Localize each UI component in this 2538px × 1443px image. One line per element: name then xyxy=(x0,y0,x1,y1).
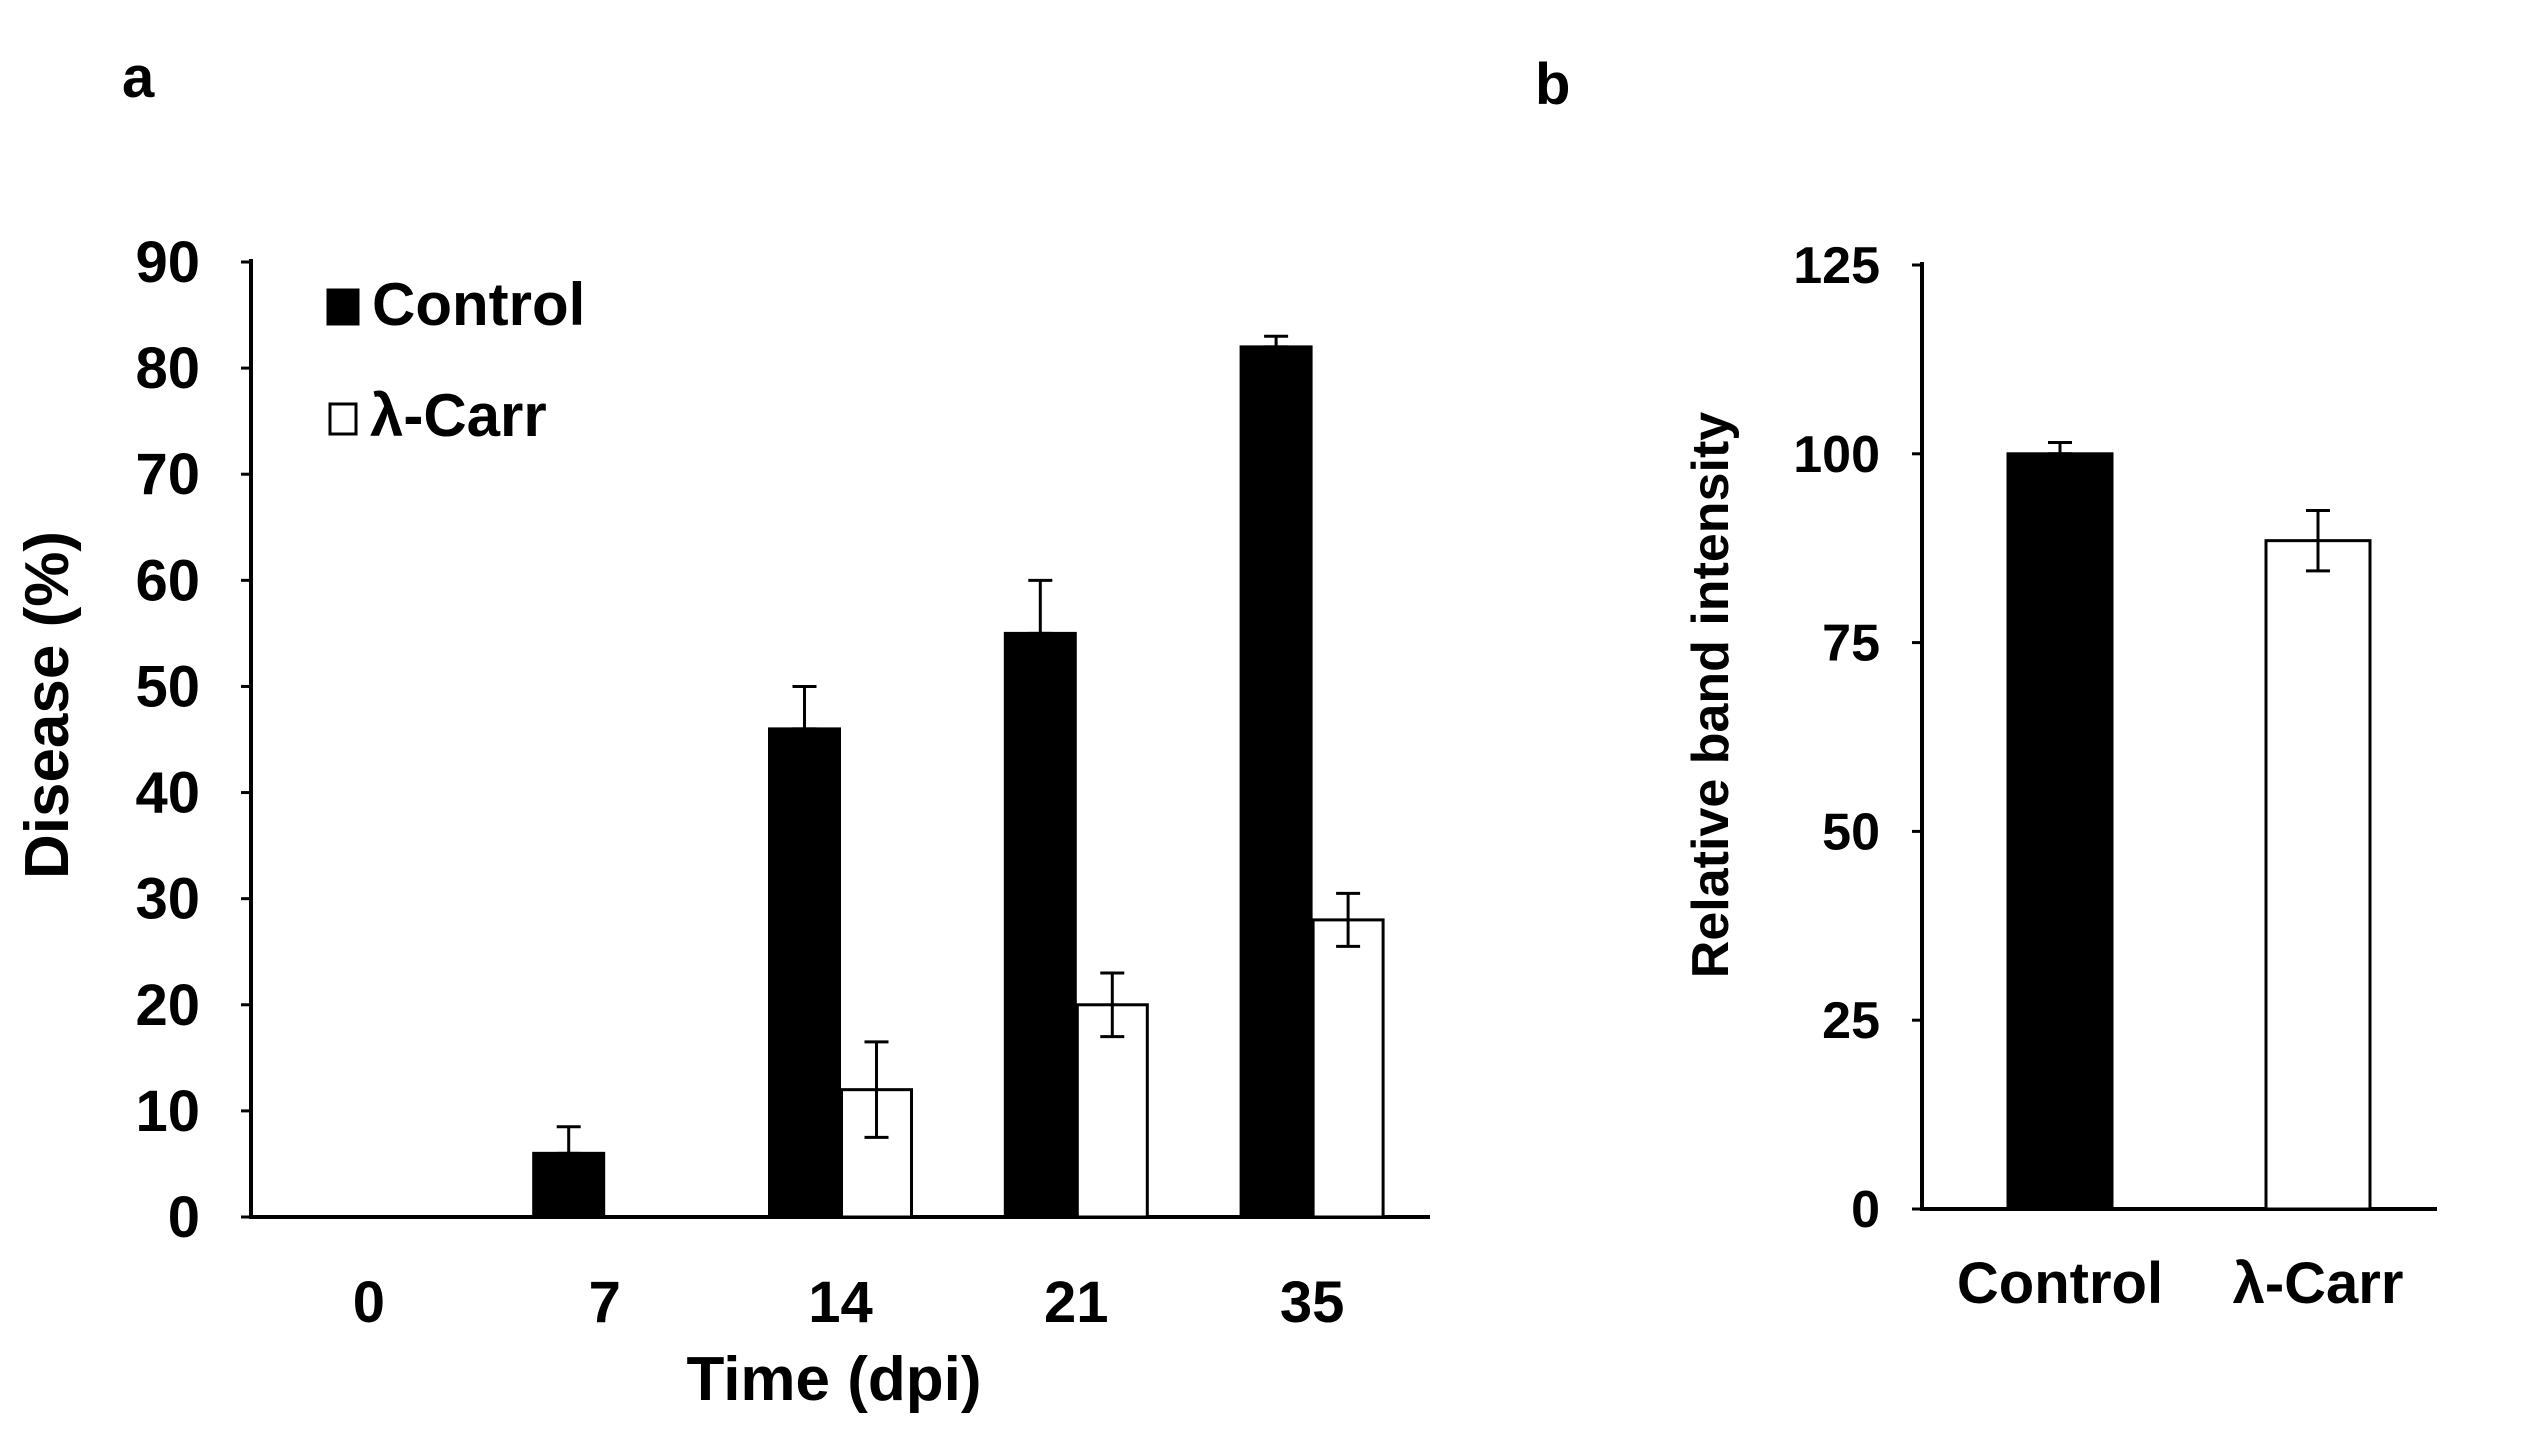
panel-a-x-tick-label: 7 xyxy=(589,1270,621,1335)
panel-b-x-tick-label: Control xyxy=(1957,1251,2163,1316)
panel-a-bar-control xyxy=(532,1151,606,1219)
panel-a-y-tick-label: 0 xyxy=(168,1185,200,1250)
panel-b-y-tick-label: 100 xyxy=(1793,426,1880,484)
panel-a-y-tick-label: 40 xyxy=(135,761,200,826)
panel-b-bar-lambda-carr xyxy=(2264,539,2372,1211)
panel-b-y-tick-label: 75 xyxy=(1822,615,1880,673)
panel-a-y-tick-label: 90 xyxy=(135,230,200,295)
panel-a-legend: Control λ-Carr xyxy=(326,271,585,449)
legend-label-lambda-carr: λ-Carr xyxy=(370,382,547,449)
panel-b-plot: 0 25 50 75 100 125 Control λ-Carr xyxy=(1793,237,2403,1316)
legend-swatch-control xyxy=(326,288,360,326)
panel-a-y-axis-title: Disease (%) xyxy=(13,531,82,879)
panel-a-plot: 0 10 20 30 40 50 60 70 80 90 0 7 14 21 35 xyxy=(135,230,1385,1335)
panel-a-y-tick-label: 70 xyxy=(135,442,200,507)
panel-a-y-tick-label: 60 xyxy=(135,548,200,613)
panel-a-y-tick-label: 50 xyxy=(135,654,200,719)
panel-a-bar-lambda-carr xyxy=(1311,918,1385,1219)
panel-a-x-tick-label: 0 xyxy=(353,1270,385,1335)
panel-a-y-tick-label: 20 xyxy=(135,973,200,1038)
panel-a-x-tick-label: 14 xyxy=(808,1270,873,1335)
panel-a-y-tick-label: 80 xyxy=(135,336,200,401)
panel-b-y-tick-label: 125 xyxy=(1793,237,1880,295)
panel-a-bar-control xyxy=(768,727,841,1219)
panel-a-x-axis-title: Time (dpi) xyxy=(686,1345,981,1414)
panel-a-bar-lambda-carr xyxy=(1075,1003,1149,1219)
panel-a-x-tick-label: 35 xyxy=(1280,1270,1345,1335)
panel-b-y-tick-label: 0 xyxy=(1851,1181,1880,1239)
legend-label-control: Control xyxy=(372,271,585,338)
legend-swatch-lambda-carr xyxy=(328,402,358,436)
panel-b-y-tick-label: 50 xyxy=(1822,803,1880,861)
panel-b-y-tick-label: 25 xyxy=(1822,992,1880,1050)
panel-a-bar-control xyxy=(1239,345,1313,1219)
panel-b-x-tick-label: λ-Carr xyxy=(2233,1251,2404,1316)
panel-a-x-tick-label: 21 xyxy=(1044,1270,1109,1335)
panel-a-y-tick-label: 10 xyxy=(135,1079,200,1144)
panel-a-label: a xyxy=(122,45,155,110)
panel-b-bar-control xyxy=(2006,452,2114,1211)
panel-b-y-axis-title: Relative band intensity xyxy=(1682,412,1740,978)
panel-b-label: b xyxy=(1535,52,1570,117)
panel-a-y-tick-label: 30 xyxy=(135,867,200,932)
panel-a-bar-control xyxy=(1003,631,1077,1219)
